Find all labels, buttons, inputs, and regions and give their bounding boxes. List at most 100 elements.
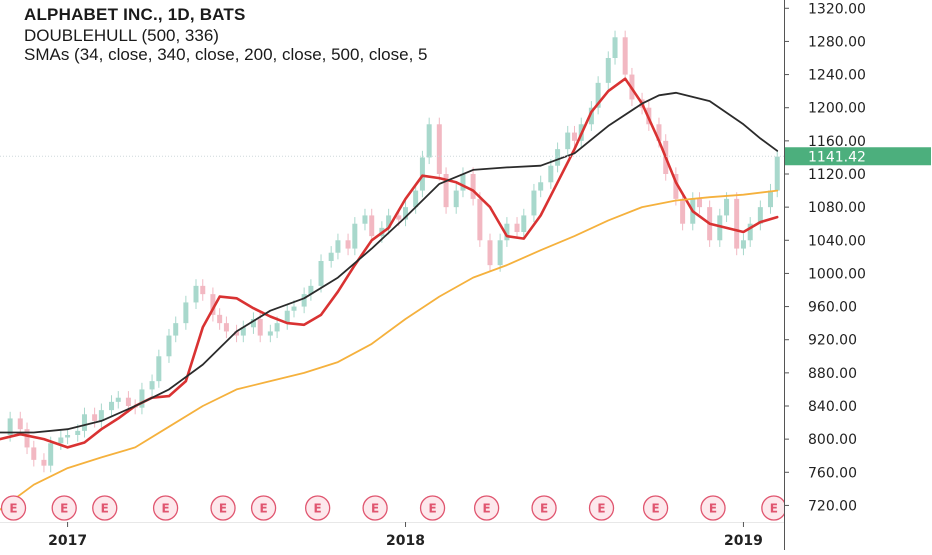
earnings-marker-circle (419, 495, 446, 521)
candle-body (531, 190, 537, 216)
earnings-marker-circle (362, 495, 388, 521)
candle-body (308, 285, 314, 295)
candle-body (284, 310, 290, 324)
price-tick-label: 800.00 (808, 432, 857, 448)
candle-body (115, 397, 121, 402)
candle-body (396, 215, 402, 220)
candle-body (318, 261, 324, 286)
last-price-badge (785, 147, 931, 166)
earnings-marker-label: E (101, 502, 109, 516)
candle-body (680, 198, 686, 224)
candle-body (774, 156, 780, 191)
candle-body (453, 190, 459, 208)
candle-body (335, 240, 341, 253)
candle-body (740, 240, 746, 249)
candle-body (426, 124, 432, 158)
candle-body (41, 459, 47, 466)
earnings-marker-circle (700, 495, 726, 521)
price-tick-label: 1280.00 (808, 34, 866, 50)
price-tick-label: 840.00 (808, 399, 857, 415)
candle-body (139, 389, 145, 408)
earnings-marker-label: E (428, 502, 436, 516)
time-axis: 2017 2018 2019 (0, 522, 784, 549)
price-tick-label: 880.00 (808, 366, 857, 382)
candle-body (223, 323, 229, 332)
candle-body (622, 37, 628, 75)
candle-body (328, 252, 334, 261)
candle-body (250, 319, 256, 328)
earnings-marker-circle (152, 495, 179, 521)
candle-body (109, 401, 115, 411)
long-ma-line (0, 189, 779, 511)
candle-body (234, 331, 240, 336)
price-axis-background (784, 0, 932, 550)
last-price-tag: 1141.42 (0, 147, 931, 166)
earnings-marker-label: E (709, 502, 717, 516)
candle-body (301, 294, 307, 307)
candle-body (487, 240, 493, 266)
earnings-marker-circle (51, 495, 77, 521)
candle-body (571, 132, 577, 141)
candle-body (477, 198, 483, 241)
candle-body (362, 215, 368, 224)
candle-body (588, 107, 594, 125)
candle-body (413, 190, 419, 208)
slow-ma-line (0, 91, 779, 434)
earnings-marker-circle (531, 495, 557, 521)
candle-body (125, 397, 131, 406)
candle-body (352, 223, 358, 249)
candle-body (673, 174, 679, 199)
candle-body (443, 174, 449, 208)
candle-body (291, 306, 297, 311)
candle-body (149, 381, 155, 390)
candle-body (747, 223, 753, 241)
price-tick-label: 720.00 (808, 498, 857, 514)
earnings-marker-label: E (219, 502, 227, 516)
candle-body (31, 447, 37, 460)
earnings-marker-circle (473, 495, 500, 521)
candle-body (470, 174, 476, 199)
candle-body (656, 124, 662, 141)
candle-body (7, 418, 13, 435)
candle-body (612, 37, 618, 58)
earnings-marker-label: E (314, 502, 322, 516)
last-price-label: 1141.42 (808, 149, 866, 165)
candle-body (757, 207, 763, 224)
earnings-marker-circle (250, 495, 277, 521)
candle-body (460, 174, 466, 191)
price-tick-label: 1160.00 (808, 134, 866, 150)
price-tick-label: 1200.00 (808, 101, 866, 117)
earnings-marker-label: E (597, 502, 605, 516)
candle-body (403, 207, 409, 220)
earnings-marker-circle (642, 495, 669, 521)
candle-body (156, 356, 162, 382)
candle-body (369, 215, 375, 237)
earnings-marker-label: E (770, 502, 778, 516)
price-tick-label: 1040.00 (808, 233, 866, 249)
earnings-marker-circle (0, 495, 27, 521)
candle-body (98, 410, 104, 421)
candle-body (200, 285, 206, 295)
candle-body (436, 124, 442, 174)
earnings-marker-label: E (9, 502, 17, 516)
candle-body (81, 414, 87, 431)
candle-body (345, 240, 351, 249)
candle-body (24, 429, 30, 448)
candle-body (75, 430, 81, 435)
indicator-doublehull[interactable]: DOUBLEHULL (500, 336) (24, 26, 219, 45)
candle-body (497, 240, 503, 266)
candle-body (173, 323, 179, 336)
candle-body (697, 198, 703, 208)
moving-average-lines (0, 77, 779, 511)
candle-body (274, 323, 280, 332)
candle-body (548, 165, 554, 183)
candle-body (267, 331, 273, 336)
chart-title: ALPHABET INC., 1D, BATS (24, 5, 246, 24)
candle-body (240, 327, 246, 336)
candle-body (166, 335, 172, 357)
candle-body (521, 215, 527, 232)
earnings-marker-label: E (161, 502, 169, 516)
indicator-smas[interactable]: SMAs (34, close, 340, close, 200, close,… (24, 45, 428, 64)
candle-body (386, 215, 392, 228)
